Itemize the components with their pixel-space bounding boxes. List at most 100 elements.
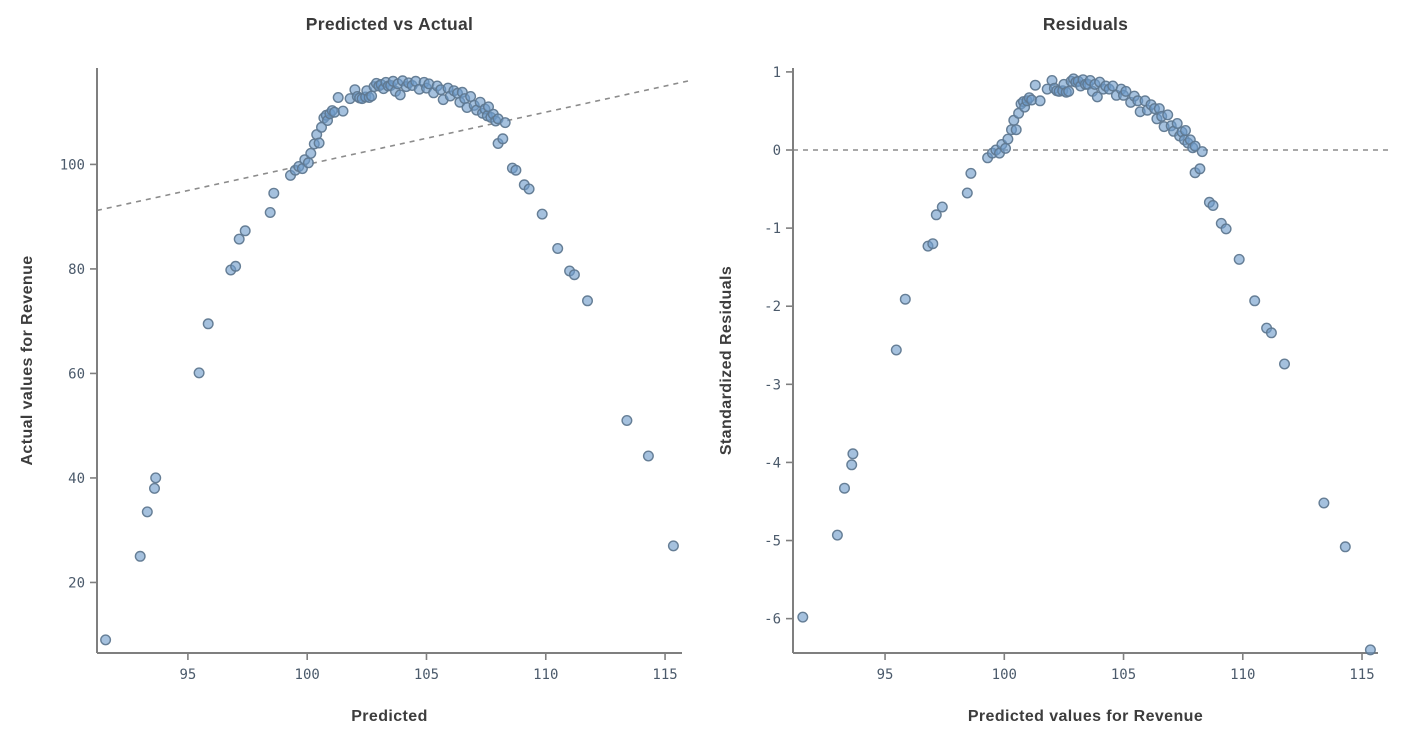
data-point	[927, 238, 939, 250]
data-point	[239, 225, 251, 237]
data-point	[890, 344, 902, 356]
right-chart-panel: Residuals Predicted values for Revenue S…	[718, 14, 1388, 725]
data-point	[899, 293, 911, 305]
right-chart-title: Residuals	[1043, 14, 1128, 34]
data-point	[394, 89, 406, 101]
data-point	[1207, 199, 1219, 211]
y-tick-label: 60	[68, 366, 85, 382]
data-point	[965, 167, 977, 179]
y-tick-label: 0	[773, 143, 781, 159]
data-point	[268, 187, 280, 199]
data-point	[1029, 79, 1041, 91]
data-point	[100, 634, 112, 646]
y-tick-label: 40	[68, 471, 85, 487]
data-point	[305, 147, 317, 159]
data-point	[1249, 295, 1261, 307]
data-point	[1000, 142, 1012, 154]
data-point	[1034, 95, 1046, 107]
y-tick-label: -5	[764, 534, 781, 550]
right-chart-xlabel: Predicted values for Revenue	[968, 708, 1203, 725]
data-point	[148, 482, 160, 494]
x-tick-label: 110	[533, 667, 558, 683]
y-tick-label: -2	[764, 299, 781, 315]
data-point	[667, 540, 679, 552]
data-point	[499, 117, 511, 129]
axes: 95 100 105 110 115 20 40 60 80 100	[60, 68, 682, 683]
left-chart-panel: Predicted vs Actual Predicted Actual val…	[19, 14, 692, 725]
data-point	[582, 295, 594, 307]
data-point	[568, 269, 580, 281]
data-point	[233, 233, 245, 245]
y-tick-label: -1	[764, 221, 781, 237]
data-point	[332, 91, 344, 103]
data-point	[313, 137, 325, 149]
data-point	[510, 164, 522, 176]
x-tick-label: 95	[179, 667, 196, 683]
data-point	[1196, 146, 1208, 158]
data-point	[264, 206, 276, 218]
y-tick-label: 100	[60, 157, 85, 173]
data-point	[839, 482, 851, 494]
right-chart-plot-area: 95 100 105 110 115 1 0 -1 -2 -3 -4 -5 -6	[764, 65, 1388, 683]
data-point	[1194, 163, 1206, 175]
data-point	[1278, 358, 1290, 370]
data-point	[552, 242, 564, 254]
data-point	[302, 157, 314, 169]
left-chart-plot-area: 95 100 105 110 115 20 40 60 80 100	[60, 68, 692, 683]
left-chart-ylabel: Actual values for Revenue	[19, 255, 36, 465]
data-point	[1179, 124, 1191, 136]
data-point	[150, 472, 162, 484]
data-point	[847, 448, 859, 460]
x-tick-label: 100	[992, 667, 1017, 683]
data-point	[1189, 140, 1201, 152]
y-tick-label: -4	[764, 455, 781, 471]
data-point	[1063, 85, 1075, 97]
data-point	[936, 201, 948, 213]
x-tick-label: 115	[652, 667, 677, 683]
y-tick-label: -3	[764, 377, 781, 393]
data-point	[1091, 91, 1103, 103]
data-point	[366, 90, 378, 102]
data-point	[642, 450, 654, 462]
x-tick-label: 115	[1349, 667, 1374, 683]
data-point	[1120, 85, 1132, 97]
data-point	[230, 260, 242, 272]
left-chart-title: Predicted vs Actual	[306, 14, 473, 34]
data-point	[1233, 253, 1245, 265]
x-tick-label: 100	[295, 667, 320, 683]
data-point	[1171, 117, 1183, 129]
x-tick-label: 105	[414, 667, 439, 683]
data-point	[497, 133, 509, 145]
axes: 95 100 105 110 115 1 0 -1 -2 -3 -4 -5 -6	[764, 65, 1378, 683]
y-tick-label: 80	[68, 262, 85, 278]
data-point	[1339, 541, 1351, 553]
data-point	[536, 208, 548, 220]
y-tick-label: 20	[68, 575, 85, 591]
scatter-points	[797, 73, 1376, 656]
data-point	[621, 415, 633, 427]
y-tick-label: -6	[764, 612, 781, 628]
data-point	[202, 318, 214, 330]
data-point	[465, 90, 477, 102]
data-point	[1265, 327, 1277, 339]
data-point	[797, 611, 809, 623]
y-tick-label: 1	[773, 65, 781, 81]
data-point	[1364, 644, 1376, 656]
data-point	[930, 209, 942, 221]
right-chart-ylabel: Standardized Residuals	[718, 266, 735, 455]
data-point	[1220, 223, 1232, 235]
data-point	[523, 183, 535, 195]
data-point	[831, 529, 843, 541]
data-point	[961, 187, 973, 199]
data-point	[193, 367, 205, 379]
left-chart-xlabel: Predicted	[351, 708, 428, 725]
data-point	[134, 550, 146, 562]
data-point	[1162, 109, 1174, 121]
x-tick-label: 110	[1230, 667, 1255, 683]
reference-dashed-line	[96, 79, 692, 212]
scatter-points	[100, 75, 679, 646]
x-tick-label: 95	[877, 667, 894, 683]
data-point	[1002, 133, 1014, 145]
